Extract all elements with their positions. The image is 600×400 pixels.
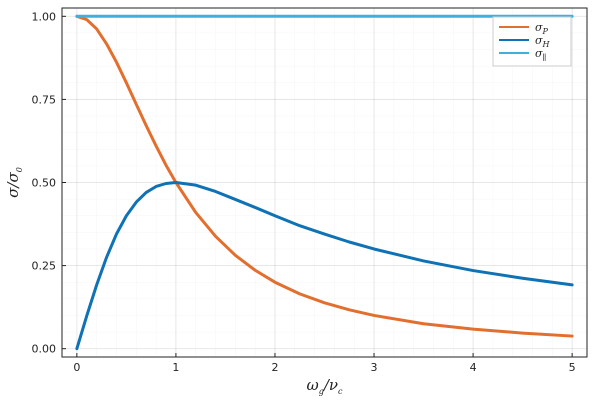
x-tick-label: 2 [271,361,278,374]
legend-box [492,16,572,67]
series-line [75,181,574,351]
y-tick-label: 1.00 [32,10,57,23]
y-tick-label: 0.25 [32,260,57,273]
legend-label: σ∥ [535,47,546,62]
y-axis-label: σ/σ0 [4,167,24,198]
axis-ticks: 0 1 2 3 4 5 0.00 0.25 0.50 0.75 1.00 [32,10,576,374]
x-tick-label: 5 [569,361,576,374]
series-lines [75,14,574,351]
x-tick-label: 0 [73,361,80,374]
x-tick-label: 4 [470,361,477,374]
series-line [75,14,574,338]
y-tick-label: 0.00 [32,343,57,356]
x-tick-label: 1 [172,361,179,374]
legend-label: σP [535,21,549,36]
x-axis-label: ωg/νc [306,376,343,396]
x-tick-label: 3 [371,361,378,374]
y-tick-label: 0.50 [32,177,57,190]
y-tick-label: 0.75 [32,93,57,106]
legend-label: σH [535,34,551,49]
